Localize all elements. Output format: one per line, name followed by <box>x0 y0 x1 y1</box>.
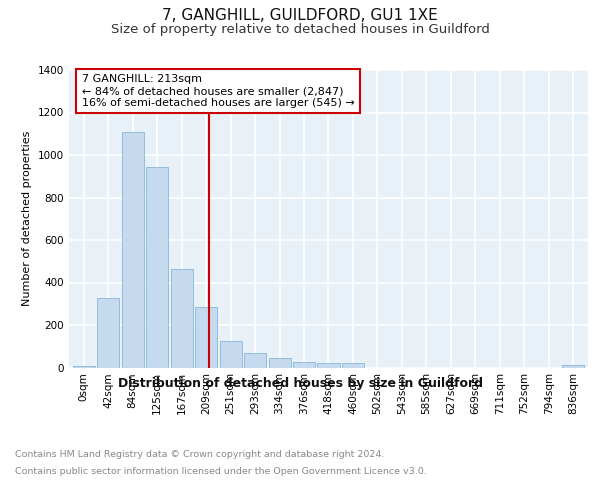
Bar <box>73 366 95 368</box>
Text: Contains public sector information licensed under the Open Government Licence v3: Contains public sector information licen… <box>15 468 427 476</box>
Text: Size of property relative to detached houses in Guildford: Size of property relative to detached ho… <box>110 22 490 36</box>
Bar <box>317 363 340 368</box>
Text: Distribution of detached houses by size in Guildford: Distribution of detached houses by size … <box>118 378 482 390</box>
Text: 7 GANGHILL: 213sqm
← 84% of detached houses are smaller (2,847)
16% of semi-deta: 7 GANGHILL: 213sqm ← 84% of detached hou… <box>82 74 355 108</box>
Bar <box>562 366 584 368</box>
Bar <box>170 268 193 368</box>
Bar <box>244 352 266 368</box>
Y-axis label: Number of detached properties: Number of detached properties <box>22 131 32 306</box>
Text: Contains HM Land Registry data © Crown copyright and database right 2024.: Contains HM Land Registry data © Crown c… <box>15 450 385 459</box>
Text: 7, GANGHILL, GUILDFORD, GU1 1XE: 7, GANGHILL, GUILDFORD, GU1 1XE <box>162 8 438 22</box>
Bar <box>146 166 168 368</box>
Bar <box>342 363 364 368</box>
Bar <box>122 132 143 368</box>
Bar <box>195 307 217 368</box>
Bar <box>269 358 290 368</box>
Bar <box>293 362 315 368</box>
Bar <box>97 298 119 368</box>
Bar <box>220 341 242 367</box>
